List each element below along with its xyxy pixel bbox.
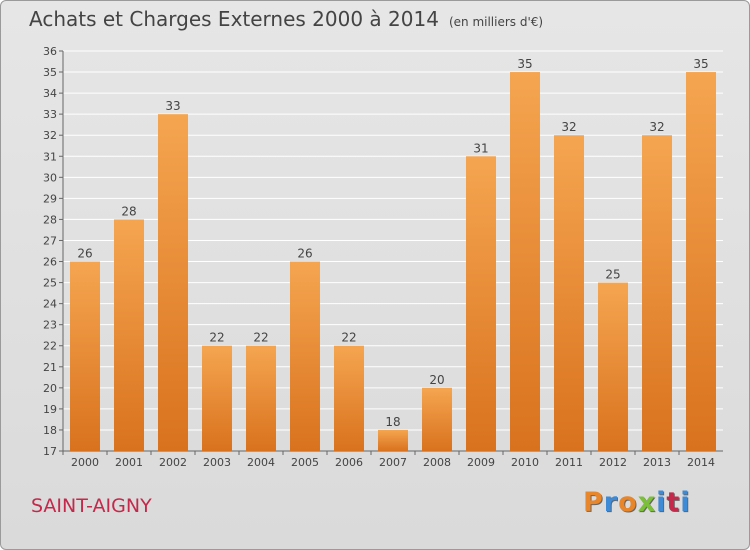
bars — [70, 72, 716, 452]
bar — [554, 135, 584, 452]
y-tick-label: 35 — [43, 66, 57, 79]
x-tick-label: 2014 — [687, 456, 715, 469]
bar — [70, 261, 100, 451]
bar — [378, 429, 408, 451]
value-label: 22 — [253, 331, 268, 345]
logo-letter: i — [656, 487, 667, 518]
value-label: 33 — [165, 99, 180, 113]
value-label: 22 — [209, 331, 224, 345]
x-tick-label: 2010 — [511, 456, 539, 469]
y-tick-label: 30 — [43, 171, 57, 184]
logo-letter: i — [680, 487, 691, 518]
y-tick-label: 23 — [43, 319, 57, 332]
value-label: 35 — [693, 57, 708, 71]
value-label: 26 — [77, 247, 92, 261]
value-label: 31 — [473, 141, 488, 155]
logo-letter: t — [666, 487, 681, 518]
x-tick-label: 2013 — [643, 456, 671, 469]
y-tick-label: 26 — [43, 256, 57, 269]
chart-title: Achats et Charges Externes 2000 à 2014 (e… — [29, 7, 543, 31]
value-label: 25 — [605, 268, 620, 282]
y-tick-label: 32 — [43, 129, 57, 142]
logo-letter: P — [583, 487, 604, 518]
y-tick-label: 33 — [43, 108, 57, 121]
value-label: 32 — [561, 120, 576, 134]
bar — [642, 135, 672, 452]
value-labels: 26 28 33 22 22 26 22 18 20 31 35 32 25 32 35 — [77, 57, 708, 429]
bar — [114, 219, 144, 451]
y-tick-label: 17 — [43, 445, 57, 458]
value-label: 26 — [297, 247, 312, 261]
x-tick-label: 2003 — [203, 456, 231, 469]
x-tick-label: 2005 — [291, 456, 319, 469]
bar — [158, 114, 188, 451]
value-label: 35 — [517, 57, 532, 71]
bar — [202, 345, 232, 451]
y-tick-label: 31 — [43, 150, 57, 163]
value-label: 28 — [121, 204, 136, 218]
value-label: 18 — [385, 415, 400, 429]
title-text: Achats et Charges Externes 2000 à 2014 — [29, 7, 439, 31]
x-tick-label: 2001 — [115, 456, 143, 469]
x-tick-label: 2006 — [335, 456, 363, 469]
bar — [334, 345, 364, 451]
y-tick-label: 18 — [43, 424, 57, 437]
bar — [290, 261, 320, 451]
value-label: 32 — [649, 120, 664, 134]
x-tick-label: 2008 — [423, 456, 451, 469]
title-unit: (en milliers d'€) — [448, 15, 544, 29]
logo-letter: x — [637, 487, 657, 518]
x-tick-label: 2011 — [555, 456, 583, 469]
y-tick-label: 34 — [43, 87, 57, 100]
bar — [510, 72, 540, 451]
value-label: 22 — [341, 331, 356, 345]
bar — [246, 345, 276, 451]
commune-name: SAINT-AIGNY — [31, 495, 152, 517]
y-tick-label: 24 — [43, 298, 57, 311]
bar — [422, 387, 452, 451]
proxiti-logo: Proxiti — [583, 487, 691, 518]
x-tick-label: 2007 — [379, 456, 407, 469]
y-tick-label: 36 — [43, 45, 57, 58]
y-tick-label: 28 — [43, 213, 57, 226]
bar — [466, 156, 496, 451]
bar — [686, 72, 716, 451]
y-tick-label: 21 — [43, 361, 57, 374]
bar — [598, 282, 628, 451]
logo-letter: r — [603, 487, 619, 518]
y-tick-label: 25 — [43, 277, 57, 290]
x-tick-label: 2000 — [71, 456, 99, 469]
y-tick-label: 29 — [43, 192, 57, 205]
x-tick-label: 2002 — [159, 456, 187, 469]
y-tick-label: 19 — [43, 403, 57, 416]
x-tick-label: 2009 — [467, 456, 495, 469]
x-tick-label: 2012 — [599, 456, 627, 469]
y-tick-label: 27 — [43, 234, 57, 247]
y-tick-label: 20 — [43, 382, 57, 395]
logo-letter: o — [618, 487, 638, 518]
value-label: 20 — [429, 373, 444, 387]
x-tick-label: 2004 — [247, 456, 275, 469]
y-tick-label: 22 — [43, 340, 57, 353]
